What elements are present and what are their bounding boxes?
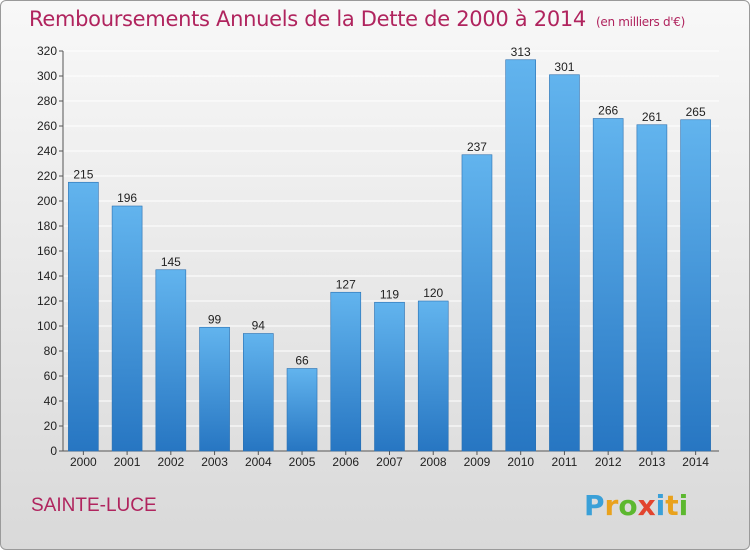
bars: 215 196 145 99 94 66 127 119 120 237 313 301 266 261 2… — [68, 45, 711, 452]
x-tick-label: 2000 — [70, 455, 97, 469]
data-label: 301 — [554, 60, 574, 74]
y-tick-label: 180 — [37, 219, 57, 233]
unit-label: (en milliers d'€) — [596, 15, 686, 29]
x-tick-label: 2001 — [114, 455, 141, 469]
data-label: 127 — [336, 277, 356, 291]
y-tick-label: 120 — [37, 294, 57, 308]
x-tick-label: 2011 — [552, 455, 578, 469]
x-tick-label: 2012 — [595, 455, 622, 469]
logo-letter: P — [584, 489, 605, 522]
y-tick-label: 140 — [37, 269, 57, 283]
y-tick-label: 40 — [44, 394, 58, 408]
x-tick-label: 2003 — [201, 455, 228, 469]
logo-letter: x — [637, 489, 656, 522]
y-tick-label: 20 — [44, 419, 58, 433]
logo-letter: r — [604, 489, 619, 522]
bar — [286, 368, 318, 452]
y-tick-label: 60 — [44, 369, 58, 383]
data-label: 237 — [467, 140, 487, 154]
x-tick-label: 2004 — [245, 455, 272, 469]
bar — [417, 300, 449, 452]
axes: 0 20 40 60 80 100 120 140 160 180 200 220 240 260 280 3… — [37, 44, 719, 469]
x-tick-label: 2002 — [157, 455, 184, 469]
data-label: 266 — [598, 104, 618, 118]
x-tick-label: 2005 — [289, 455, 316, 469]
logo-letter: o — [618, 489, 638, 522]
bar — [243, 333, 274, 452]
y-tick-label: 200 — [37, 194, 57, 208]
bar — [549, 74, 580, 452]
data-label: 145 — [161, 255, 181, 269]
commune-name: SAINTE-LUCE — [31, 495, 157, 516]
x-tick-label: 2013 — [639, 455, 666, 469]
x-tick-label: 2009 — [464, 455, 491, 469]
data-label: 261 — [642, 110, 662, 124]
y-tick-label: 300 — [37, 69, 57, 83]
logo-letter: i — [655, 489, 666, 522]
bar — [636, 124, 668, 452]
data-label: 66 — [295, 354, 309, 368]
logo-letter: i — [678, 489, 689, 522]
bar — [592, 118, 624, 452]
y-tick-label: 80 — [44, 344, 58, 358]
data-label: 99 — [208, 312, 222, 326]
bar — [199, 326, 230, 452]
x-tick-label: 2010 — [507, 455, 534, 469]
x-tick-label: 2008 — [420, 455, 447, 469]
data-label: 265 — [686, 105, 706, 119]
y-tick-label: 240 — [37, 144, 57, 158]
x-tick-label: 2014 — [682, 455, 709, 469]
data-label: 196 — [117, 191, 137, 205]
proxiti-logo: Proxiti — [584, 489, 688, 522]
y-tick-label: 0 — [50, 444, 57, 458]
bar — [155, 269, 187, 452]
data-label: 119 — [380, 287, 399, 301]
data-label: 215 — [73, 167, 93, 181]
y-tick-label: 220 — [37, 169, 57, 183]
data-label: 94 — [252, 319, 266, 333]
bar — [680, 119, 711, 452]
bar — [68, 181, 99, 452]
bar — [330, 291, 362, 452]
data-label: 120 — [423, 286, 443, 300]
y-tick-label: 160 — [37, 244, 57, 258]
title-text: Remboursements Annuels de la Dette de 20… — [29, 7, 586, 31]
logo-letter: t — [665, 489, 679, 522]
x-tick-label: 2006 — [332, 455, 359, 469]
bar — [505, 59, 537, 452]
x-tick-label: 2007 — [376, 455, 403, 469]
chart-title: Remboursements Annuels de la Dette de 20… — [29, 7, 685, 31]
y-tick-label: 260 — [37, 119, 57, 133]
y-tick-label: 100 — [37, 319, 57, 333]
bar — [374, 301, 405, 452]
bar — [461, 154, 493, 452]
bar — [111, 205, 143, 452]
y-tick-label: 320 — [37, 44, 57, 58]
data-label: 313 — [511, 45, 531, 59]
y-tick-label: 280 — [37, 94, 57, 108]
